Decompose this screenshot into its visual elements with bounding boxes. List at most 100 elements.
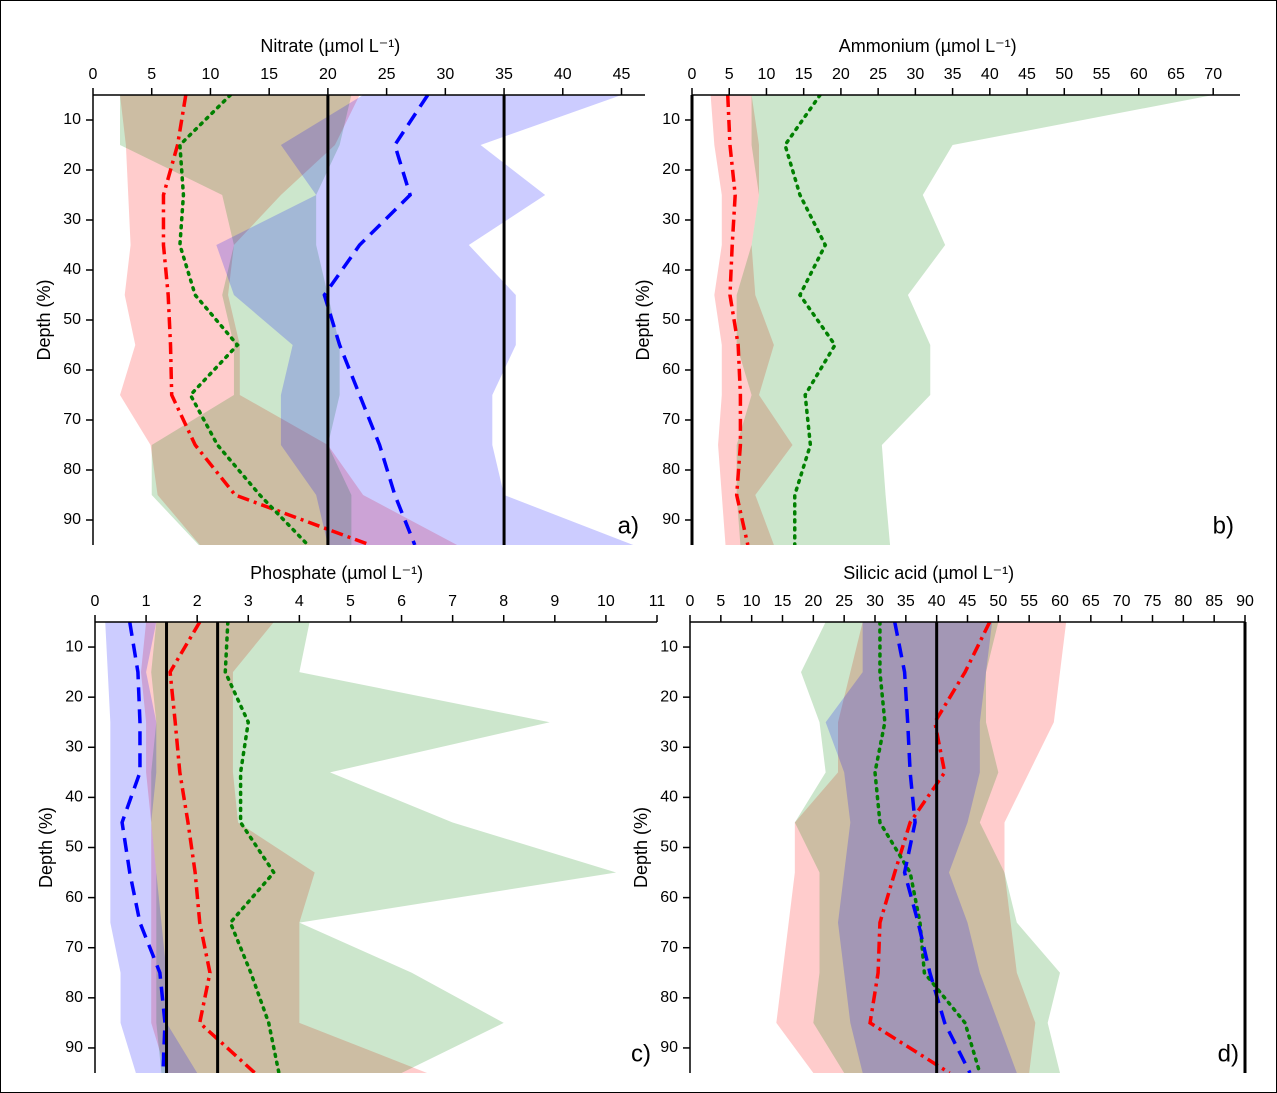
axis-title: Silicic acid (µmol L⁻¹) bbox=[843, 563, 1014, 583]
y-tick-label: 40 bbox=[65, 789, 83, 806]
mean-line bbox=[322, 95, 430, 545]
y-tick-label: 20 bbox=[65, 688, 83, 705]
panel-label: d) bbox=[1218, 1040, 1239, 1067]
range-band bbox=[794, 622, 1060, 1073]
mean-line bbox=[868, 622, 992, 1073]
x-tick-label: 25 bbox=[869, 66, 887, 83]
range-band bbox=[825, 622, 1017, 1073]
y-tick-label: 10 bbox=[662, 111, 680, 128]
x-tick-label: 8 bbox=[499, 593, 508, 610]
plot-area bbox=[710, 95, 1214, 545]
y-tick-label: 30 bbox=[63, 211, 81, 228]
mean-line bbox=[168, 622, 257, 1073]
panel-label: b) bbox=[1213, 512, 1234, 539]
x-tick-label: 50 bbox=[989, 593, 1007, 610]
y-tick-label: 10 bbox=[63, 111, 81, 128]
x-tick-label: 15 bbox=[260, 66, 278, 83]
x-tick-label: 65 bbox=[1167, 66, 1185, 83]
x-tick-label: 9 bbox=[550, 593, 559, 610]
y-tick-label: 90 bbox=[660, 1039, 678, 1056]
x-tick-label: 35 bbox=[944, 66, 962, 83]
y-tick-label: 50 bbox=[660, 839, 678, 856]
y-tick-label: 60 bbox=[660, 889, 678, 906]
y-tick-label: 50 bbox=[65, 839, 83, 856]
y-tick-label: 30 bbox=[662, 211, 680, 228]
range-band bbox=[776, 622, 1067, 1073]
plot-area bbox=[120, 95, 634, 545]
x-tick-label: 45 bbox=[613, 66, 631, 83]
x-tick-label: 30 bbox=[436, 66, 454, 83]
y-tick-label: 40 bbox=[660, 789, 678, 806]
x-tick-label: 85 bbox=[1205, 593, 1223, 610]
y-tick-label: 20 bbox=[660, 688, 678, 705]
y-tick-label: 20 bbox=[63, 161, 81, 178]
x-tick-label: 7 bbox=[448, 593, 457, 610]
y-tick-label: 60 bbox=[63, 361, 81, 378]
x-tick-label: 10 bbox=[743, 593, 761, 610]
y-tick-label: 50 bbox=[63, 311, 81, 328]
x-tick-label: 70 bbox=[1204, 66, 1222, 83]
x-tick-label: 5 bbox=[716, 593, 725, 610]
x-tick-label: 5 bbox=[147, 66, 156, 83]
y-tick-label: 10 bbox=[660, 638, 678, 655]
y-tick-label: 90 bbox=[662, 511, 680, 528]
y-tick-label: 20 bbox=[662, 161, 680, 178]
x-tick-label: 25 bbox=[835, 593, 853, 610]
x-tick-label: 65 bbox=[1082, 593, 1100, 610]
y-tick-label: 40 bbox=[63, 261, 81, 278]
range-band bbox=[710, 95, 793, 545]
range-band bbox=[120, 95, 458, 545]
mean-line bbox=[873, 622, 982, 1073]
range-band bbox=[736, 95, 1214, 545]
y-tick-label: 80 bbox=[63, 461, 81, 478]
x-tick-label: 70 bbox=[1113, 593, 1131, 610]
x-tick-label: 50 bbox=[1055, 66, 1073, 83]
x-tick-label: 40 bbox=[928, 593, 946, 610]
x-tick-label: 30 bbox=[906, 66, 924, 83]
panel-label: c) bbox=[631, 1040, 651, 1067]
panel: 0 5 10 15 20 25 30 35 40 45 50 55 60 65 70 75 80 85 90 10 20… bbox=[631, 563, 1254, 1073]
y-axis-label: Depth (%) bbox=[633, 279, 653, 360]
panel: 0 5 10 15 20 25 30 35 40 45 50 55 60 65 70 10 20 30 40 50 60… bbox=[633, 36, 1240, 545]
axis-title: Phosphate (µmol L⁻¹) bbox=[250, 563, 423, 583]
y-tick-label: 60 bbox=[65, 889, 83, 906]
axis-title: Ammonium (µmol L⁻¹) bbox=[839, 36, 1017, 56]
x-tick-label: 0 bbox=[91, 593, 100, 610]
range-band bbox=[216, 95, 634, 545]
x-tick-label: 11 bbox=[649, 593, 666, 610]
x-tick-label: 55 bbox=[1020, 593, 1038, 610]
x-tick-label: 30 bbox=[866, 593, 884, 610]
y-tick-label: 90 bbox=[63, 511, 81, 528]
x-tick-label: 6 bbox=[397, 593, 406, 610]
axis-title: Nitrate (µmol L⁻¹) bbox=[260, 36, 400, 56]
x-tick-label: 1 bbox=[142, 593, 151, 610]
y-tick-label: 90 bbox=[65, 1039, 83, 1056]
x-tick-label: 5 bbox=[346, 593, 355, 610]
y-tick-label: 30 bbox=[660, 738, 678, 755]
x-tick-label: 0 bbox=[686, 593, 695, 610]
mean-line bbox=[783, 95, 838, 545]
x-tick-label: 0 bbox=[688, 66, 697, 83]
x-tick-label: 60 bbox=[1130, 66, 1148, 83]
panel-label: a) bbox=[618, 512, 639, 539]
y-tick-label: 80 bbox=[662, 461, 680, 478]
x-tick-label: 40 bbox=[554, 66, 572, 83]
x-tick-label: 35 bbox=[495, 66, 513, 83]
y-axis-label: Depth (%) bbox=[631, 807, 651, 888]
y-tick-label: 70 bbox=[660, 939, 678, 956]
x-tick-label: 55 bbox=[1093, 66, 1111, 83]
x-tick-label: 3 bbox=[244, 593, 253, 610]
x-tick-label: 75 bbox=[1144, 593, 1162, 610]
y-tick-label: 80 bbox=[660, 989, 678, 1006]
y-tick-label: 70 bbox=[65, 939, 83, 956]
y-tick-label: 50 bbox=[662, 311, 680, 328]
mean-line bbox=[161, 95, 371, 545]
mean-line bbox=[725, 95, 750, 545]
y-tick-label: 70 bbox=[662, 411, 680, 428]
x-tick-label: 40 bbox=[981, 66, 999, 83]
y-tick-label: 10 bbox=[65, 638, 83, 655]
x-tick-label: 10 bbox=[202, 66, 220, 83]
x-tick-label: 5 bbox=[725, 66, 734, 83]
